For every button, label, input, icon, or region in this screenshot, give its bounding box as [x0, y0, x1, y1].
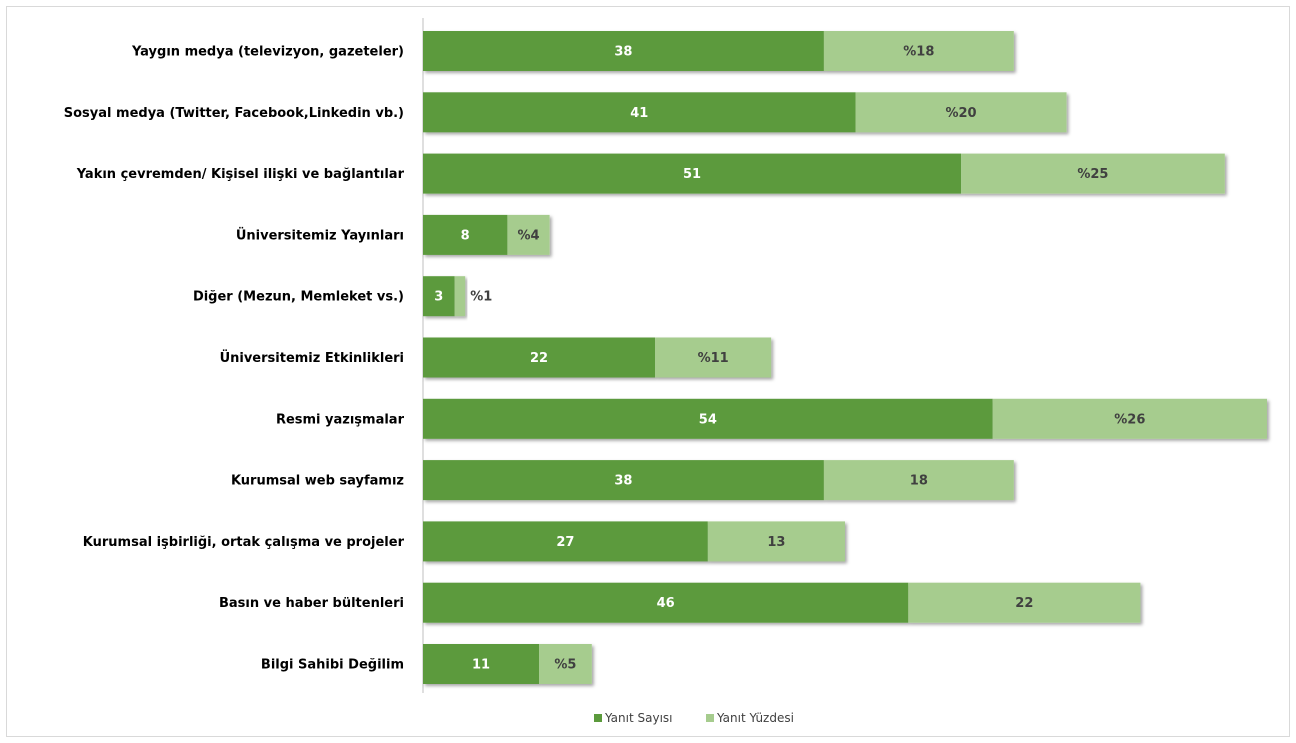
bar-yanit-sayisi: [423, 276, 455, 317]
data-label-yanit-sayisi: 51: [683, 167, 701, 182]
bar-row: [423, 276, 466, 317]
data-label-yanit-yuzdesi: 13: [767, 535, 785, 550]
data-label-yanit-sayisi: 38: [614, 474, 632, 489]
bar-yanit-yuzdesi: [961, 153, 1225, 194]
bar-row: [423, 31, 1014, 71]
data-label-yanit-sayisi: 54: [699, 412, 717, 427]
category-label: Yaygın medya (televizyon, gazeteler): [131, 45, 404, 60]
category-label: Basın ve haber bültenleri: [219, 596, 404, 611]
bar-yanit-yuzdesi: [707, 521, 845, 562]
bar-yanit-yuzdesi: [539, 644, 592, 684]
bar-yanit-yuzdesi: [823, 31, 1014, 71]
legend-label-yanit-yuzdesi: Yanıt Yüzdesi: [716, 711, 794, 725]
legend: Yanıt Sayısı Yanıt Yüzdesi: [594, 711, 794, 725]
bar-row: [423, 644, 592, 684]
bar-row: [423, 153, 1225, 194]
bar-yanit-sayisi: [423, 31, 824, 71]
data-label-yanit-sayisi: 38: [614, 45, 632, 60]
bar-row: [423, 214, 550, 255]
category-label: Üniversitemiz Etkinlikleri: [220, 350, 404, 366]
bar-row: [423, 92, 1067, 133]
bar-yanit-yuzdesi: [823, 460, 1014, 501]
bar-yanit-yuzdesi: [507, 214, 550, 255]
bar-yanit-yuzdesi: [855, 92, 1067, 133]
category-label: Resmi yazışmalar: [276, 412, 405, 427]
bar-yanit-sayisi: [423, 582, 909, 623]
data-label-yanit-sayisi: 41: [630, 106, 648, 121]
legend-swatch-yanit-sayisi: [594, 714, 602, 722]
data-label-yanit-yuzdesi: %1: [470, 290, 492, 305]
category-label: Kurumsal işbirliği, ortak çalışma ve pro…: [83, 535, 405, 550]
data-label-yanit-sayisi: 46: [657, 596, 675, 611]
bar-yanit-yuzdesi: [454, 276, 466, 317]
legend-label-yanit-sayisi: Yanıt Sayısı: [604, 711, 672, 725]
data-label-yanit-sayisi: 27: [556, 535, 574, 550]
data-label-yanit-sayisi: 3: [434, 290, 443, 305]
bar-yanit-yuzdesi: [908, 582, 1141, 623]
category-labels-group: Yaygın medya (televizyon, gazeteler) Sosy…: [64, 45, 405, 673]
bars-group: 38 %18 41 %20 51 %25 8 %4 3 %1 22 %11 54 %26 38 18 27 13 4…: [423, 31, 1267, 684]
data-label-yanit-yuzdesi: %18: [903, 45, 934, 60]
bar-yanit-sayisi: [423, 214, 508, 255]
bar-yanit-sayisi: [423, 153, 962, 194]
data-label-yanit-yuzdesi: %26: [1114, 412, 1145, 427]
data-label-yanit-sayisi: 11: [472, 658, 490, 673]
bar-row: [423, 337, 772, 378]
data-label-yanit-yuzdesi: %5: [554, 658, 576, 673]
data-label-yanit-yuzdesi: %4: [517, 228, 539, 243]
bar-row: [423, 460, 1014, 501]
bar-yanit-sayisi: [423, 644, 540, 684]
category-label: Diğer (Mezun, Memleket vs.): [193, 290, 404, 305]
legend-swatch-yanit-yuzdesi: [706, 714, 714, 722]
category-label: Kurumsal web sayfamız: [231, 474, 404, 489]
bar-yanit-sayisi: [423, 398, 993, 439]
data-label-yanit-yuzdesi: 18: [910, 474, 928, 489]
bar-row: [423, 521, 845, 562]
bar-yanit-yuzdesi: [655, 337, 772, 378]
bar-yanit-sayisi: [423, 92, 856, 133]
bar-row: [423, 582, 1141, 623]
data-label-yanit-sayisi: 22: [530, 351, 548, 366]
data-label-yanit-yuzdesi: 22: [1015, 596, 1033, 611]
data-label-yanit-yuzdesi: %25: [1077, 167, 1108, 182]
category-label: Yakın çevremden/ Kişisel ilişki ve bağla…: [76, 167, 405, 182]
category-label: Bilgi Sahibi Değilim: [261, 658, 404, 673]
category-label: Sosyal medya (Twitter, Facebook,Linkedin…: [64, 106, 404, 121]
data-label-yanit-sayisi: 8: [461, 228, 470, 243]
data-label-yanit-yuzdesi: %20: [945, 106, 976, 121]
bar-yanit-yuzdesi: [992, 398, 1267, 439]
category-label: Üniversitemiz Yayınları: [236, 227, 404, 243]
bar-yanit-sayisi: [423, 521, 708, 562]
bar-row: [423, 398, 1267, 439]
bar-yanit-sayisi: [423, 460, 824, 501]
bar-yanit-sayisi: [423, 337, 656, 378]
data-label-yanit-yuzdesi: %11: [698, 351, 729, 366]
